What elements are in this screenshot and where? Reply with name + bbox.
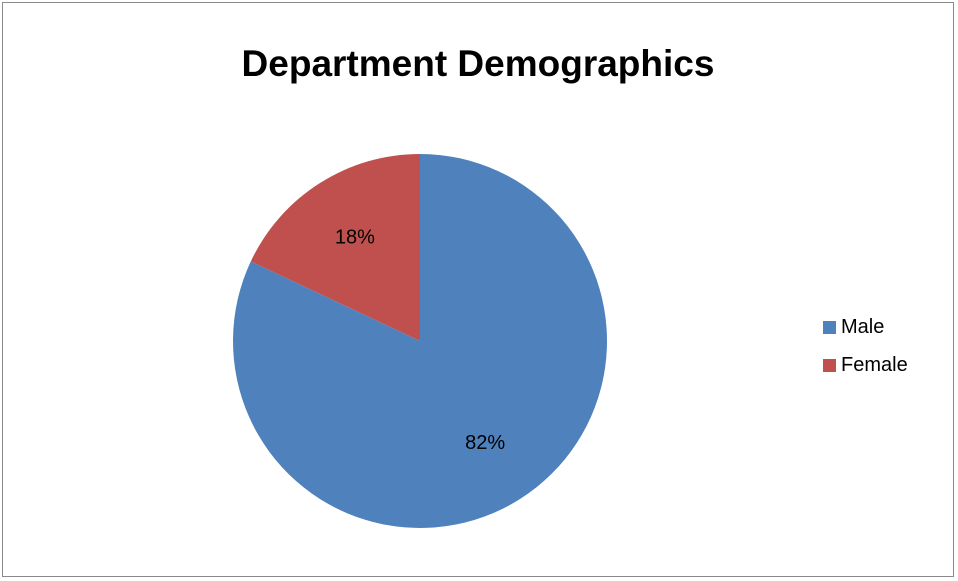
legend-label-female: Female [841, 353, 908, 376]
pie-chart: 82% 18% [232, 153, 608, 528]
legend-item-female: Female [823, 346, 908, 384]
legend-swatch-male [823, 320, 836, 334]
slice-label-female: 18% [335, 227, 375, 249]
chart-title: Department Demographics [241, 43, 715, 84]
legend-swatch-female [823, 358, 836, 372]
pie-slice-female [250, 153, 420, 341]
legend: Male Female [823, 308, 908, 384]
legend-item-male: Male [823, 308, 908, 346]
slice-label-male: 82% [465, 432, 505, 454]
legend-label-male: Male [841, 315, 885, 338]
